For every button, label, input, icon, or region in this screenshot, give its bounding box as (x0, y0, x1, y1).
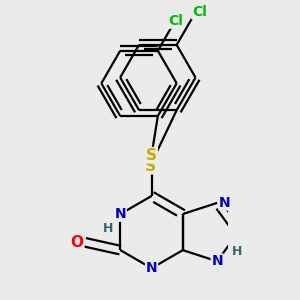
Text: Cl: Cl (192, 4, 207, 19)
Text: H: H (232, 245, 242, 258)
Text: Cl: Cl (169, 14, 183, 28)
Text: N: N (211, 254, 223, 268)
Text: S: S (146, 148, 157, 163)
Text: N: N (219, 196, 231, 210)
Text: N: N (115, 207, 126, 221)
Text: S: S (145, 159, 155, 174)
Text: N: N (146, 261, 158, 275)
Text: O: O (71, 235, 84, 250)
Text: H: H (103, 222, 114, 235)
